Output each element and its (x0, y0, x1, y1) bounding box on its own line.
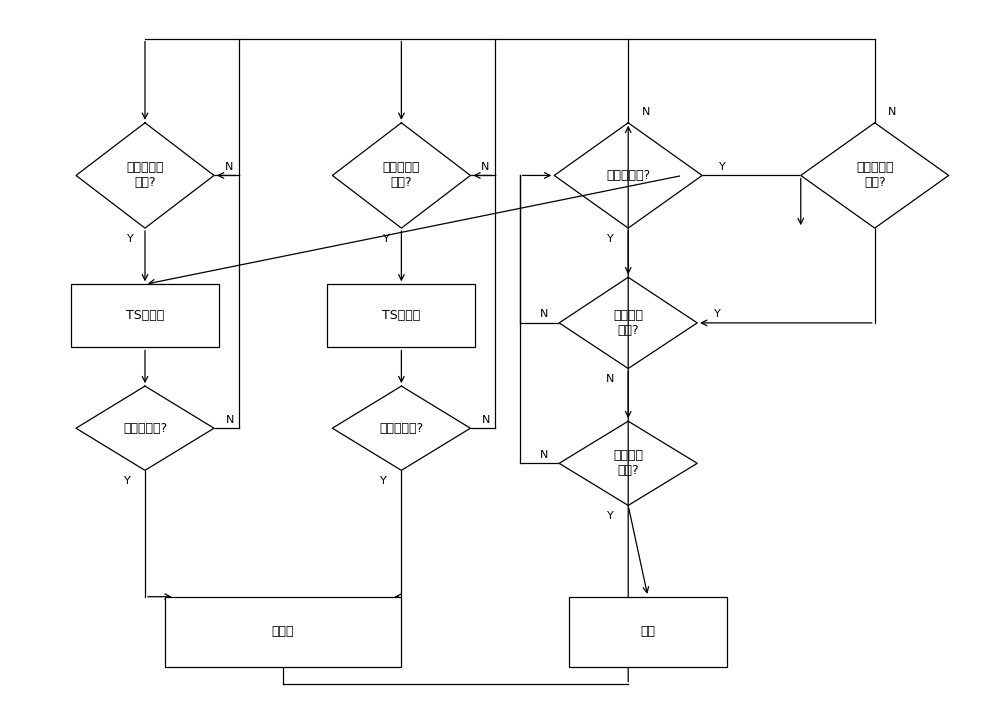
Polygon shape (559, 277, 697, 369)
Text: Y: Y (718, 162, 725, 172)
Text: Y: Y (124, 476, 131, 486)
Polygon shape (801, 122, 949, 228)
Polygon shape (332, 386, 470, 470)
Polygon shape (554, 122, 702, 228)
Text: Y: Y (383, 233, 390, 243)
Text: 帧匹配捕获?: 帧匹配捕获? (606, 169, 650, 182)
Polygon shape (332, 122, 470, 228)
Text: N: N (481, 162, 489, 172)
Bar (569, 596, 727, 667)
Text: 切换: 切换 (640, 625, 655, 639)
Bar (165, 596, 401, 667)
Text: TS解复用: TS解复用 (126, 309, 164, 322)
Text: N: N (642, 107, 650, 117)
Text: N: N (225, 162, 233, 172)
Text: Y: Y (607, 511, 614, 521)
Text: N: N (226, 415, 234, 425)
Bar (71, 284, 219, 347)
Polygon shape (559, 421, 697, 505)
Text: Y: Y (714, 309, 720, 319)
Text: Y: Y (127, 233, 134, 243)
Text: N: N (540, 450, 549, 460)
Text: 第二路信号
失锁?: 第二路信号 失锁? (856, 161, 893, 190)
Text: 第一路信号
锁定?: 第一路信号 锁定? (126, 161, 164, 190)
Bar (327, 284, 475, 347)
Polygon shape (76, 122, 214, 228)
Text: 主用信号
失锁?: 主用信号 失锁? (613, 450, 643, 478)
Text: Y: Y (607, 233, 614, 243)
Text: TS解复用: TS解复用 (382, 309, 421, 322)
Text: N: N (606, 374, 615, 384)
Text: N: N (540, 309, 549, 319)
Text: 帧匹配: 帧匹配 (272, 625, 294, 639)
Text: Y: Y (380, 476, 387, 486)
Text: 基础帧捕获?: 基础帧捕获? (123, 422, 167, 435)
Text: N: N (482, 415, 490, 425)
Polygon shape (76, 386, 214, 470)
Text: 备用信号
失锁?: 备用信号 失锁? (613, 309, 643, 337)
Text: N: N (888, 107, 897, 117)
Text: 基础帧捕获?: 基础帧捕获? (379, 422, 423, 435)
Text: 第二路信号
锁定?: 第二路信号 锁定? (383, 161, 420, 190)
